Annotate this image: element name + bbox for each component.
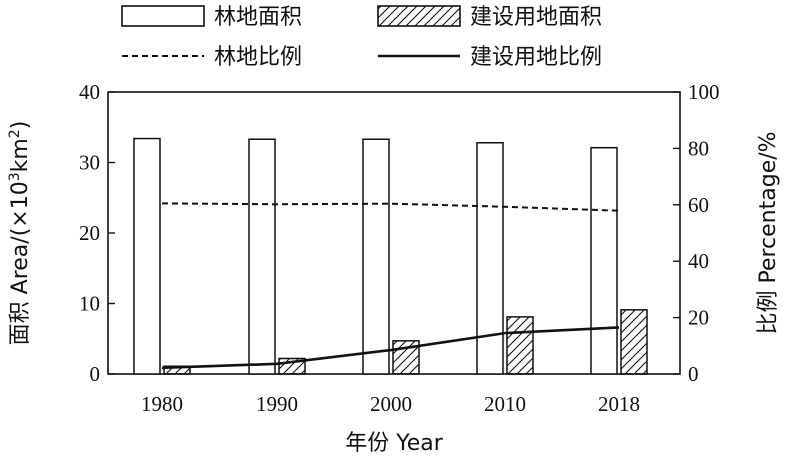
y-right-tick-label-0: 0 — [688, 362, 699, 386]
plot-area — [107, 91, 681, 375]
legend-label-construction-area: 建设用地面积 — [470, 5, 602, 30]
y-right-tick-label-100: 100 — [688, 80, 720, 104]
y-axis-left-title-sup: 3 — [7, 172, 23, 181]
bar-forest-area-1980 — [133, 137, 161, 375]
y-axis-left-title-prefix: 面积 Area/(×10 — [8, 181, 33, 345]
y-left-tick-label-0: 0 — [90, 362, 101, 386]
x-axis-title: 年份 Year — [345, 431, 444, 456]
legend-swatch-construction-area — [377, 5, 461, 27]
lines — [161, 202, 620, 370]
bars — [133, 137, 648, 375]
x-axis: 1980 1990 2000 2010 2018 — [141, 392, 640, 416]
y-axis-left-title: 面积 Area/(×103km2) — [7, 121, 33, 346]
legend-label-forest-area: 林地面积 — [214, 5, 302, 30]
bar-construction-area-2018 — [620, 309, 648, 375]
y-axis-right: 0 20 40 60 80 100 — [673, 80, 720, 386]
y-axis-left: 0 10 20 30 40 — [79, 80, 115, 386]
bar-forest-area-2010 — [476, 142, 504, 375]
bar-forest-area-2018 — [590, 146, 618, 375]
y-axis-left-title-close: ) — [8, 121, 33, 130]
legend-label-construction-ratio: 建设用地比例 — [470, 45, 602, 70]
y-right-tick-label-20: 20 — [688, 306, 709, 330]
legend-label-forest-ratio: 林地比例 — [214, 45, 302, 70]
y-right-tick-label-40: 40 — [688, 249, 709, 273]
bar-construction-area-2010 — [506, 316, 534, 375]
y-axis-left-title-suffix: km — [8, 138, 33, 172]
bar-forest-area-1990 — [248, 138, 276, 375]
y-right-tick-label-80: 80 — [688, 136, 709, 160]
y-left-tick-label-20: 20 — [79, 221, 100, 245]
x-tick-label-2000: 2000 — [370, 392, 412, 416]
bar-forest-area-2000 — [362, 138, 390, 375]
y-axis-left-title-sup2: 2 — [7, 129, 23, 138]
x-tick-label-2018: 2018 — [598, 392, 640, 416]
x-tick-label-1990: 1990 — [256, 392, 298, 416]
y-left-tick-label-10: 10 — [79, 292, 100, 316]
line-forest-ratio — [161, 202, 620, 212]
legend-swatch-forest-area — [121, 5, 205, 27]
y-left-tick-label-40: 40 — [79, 80, 100, 104]
y-right-tick-label-60: 60 — [688, 193, 709, 217]
x-tick-label-1980: 1980 — [141, 392, 183, 416]
y-left-tick-label-30: 30 — [79, 151, 100, 175]
line-construction-ratio — [161, 326, 620, 370]
legend: 林地面积 建设用地面积 林地比例 建设用地比例 — [121, 5, 602, 70]
x-tick-label-2010: 2010 — [484, 392, 526, 416]
y-axis-right-title: 比例 Percentage/% — [756, 131, 781, 334]
